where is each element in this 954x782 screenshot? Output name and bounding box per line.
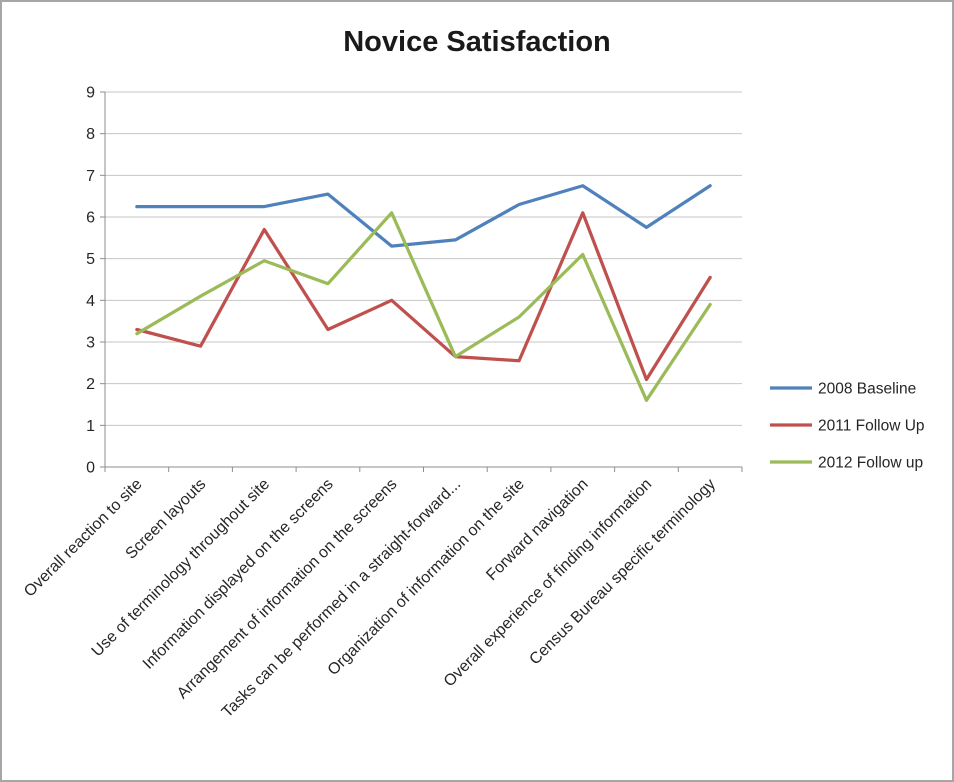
legend-label: 2011 Follow Up bbox=[818, 418, 925, 435]
chart-title: Novice Satisfaction bbox=[343, 26, 611, 58]
gridlines bbox=[105, 91, 742, 426]
tick-marks bbox=[100, 91, 743, 472]
y-tick-label: 8 bbox=[86, 126, 95, 143]
series-line-2012-follow-up bbox=[135, 211, 712, 402]
legend-item: 2011 Follow Up bbox=[770, 418, 925, 435]
y-tick-label: 0 bbox=[86, 460, 95, 477]
y-tick-label: 2 bbox=[86, 376, 95, 393]
legend: 2008 Baseline 2011 Follow Up 2012 Follow u… bbox=[770, 381, 925, 472]
legend-label: 2008 Baseline bbox=[818, 381, 916, 398]
y-tick-label: 6 bbox=[86, 210, 95, 227]
y-tick-label: 3 bbox=[86, 335, 95, 352]
category-label: Tasks can be performed in a straight-for… bbox=[219, 476, 464, 721]
category-label: Arrangement of information on the screen… bbox=[174, 476, 400, 702]
y-tick-label: 5 bbox=[86, 251, 95, 268]
y-tick-label: 9 bbox=[86, 85, 95, 102]
y-axis-labels: 0 1 2 3 4 5 6 7 8 9 bbox=[86, 85, 95, 477]
legend-item: 2012 Follow up bbox=[770, 455, 923, 472]
y-tick-label: 7 bbox=[86, 168, 95, 185]
series-line-2008-baseline bbox=[135, 184, 712, 248]
legend-label: 2012 Follow up bbox=[818, 455, 923, 472]
y-tick-label: 4 bbox=[86, 293, 95, 310]
category-label: Overall reaction to site bbox=[21, 476, 146, 601]
y-tick-label: 1 bbox=[86, 418, 95, 435]
legend-item: 2008 Baseline bbox=[770, 381, 916, 398]
series-line-2011-follow-up bbox=[135, 211, 712, 382]
